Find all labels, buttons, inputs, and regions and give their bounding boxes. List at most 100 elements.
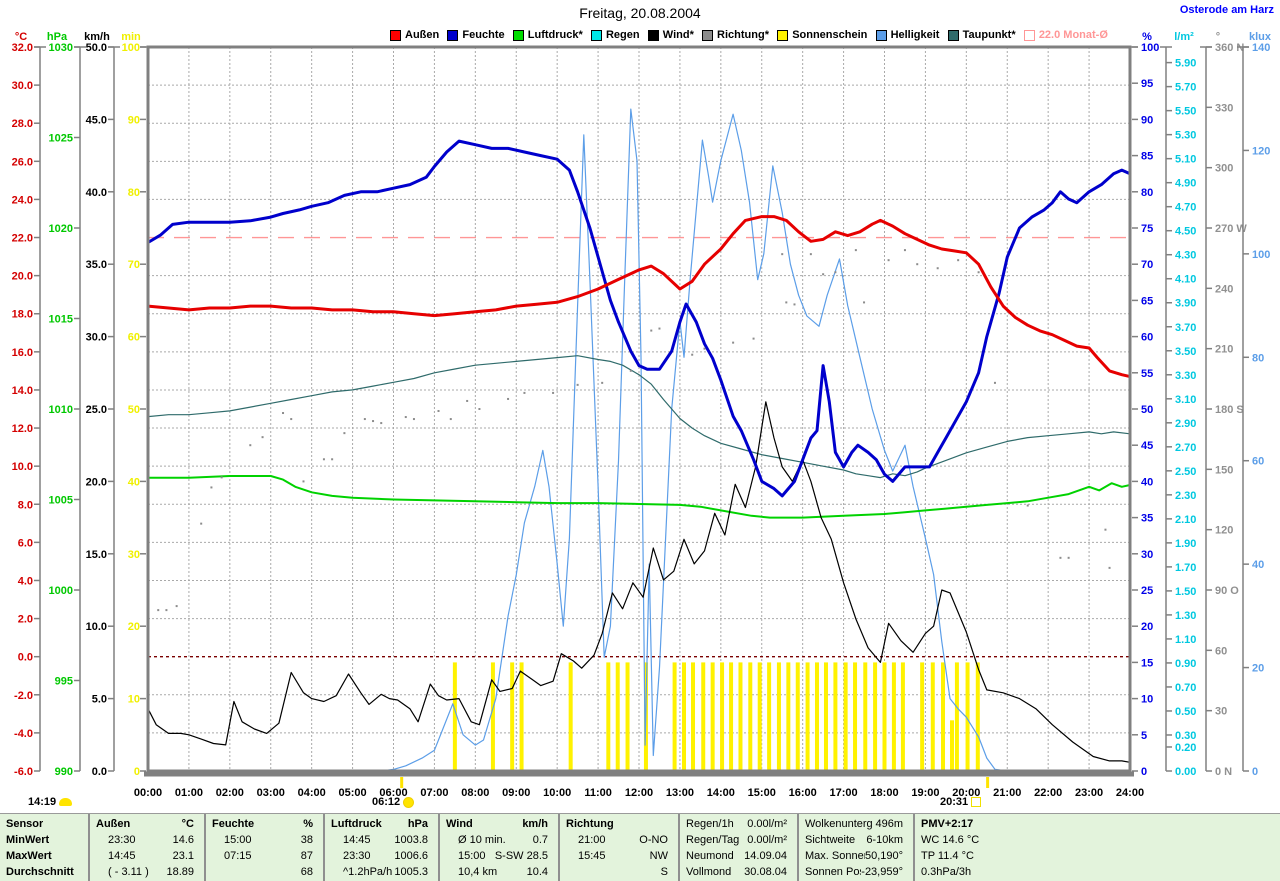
table-row: 15:00 S-SW 28.5 [440, 848, 558, 864]
svg-text:2.10: 2.10 [1175, 514, 1196, 526]
svg-text:100: 100 [122, 42, 140, 54]
svg-text:3.30: 3.30 [1175, 370, 1196, 382]
table-cell: 50,190° [864, 850, 903, 862]
svg-text:4.90: 4.90 [1175, 178, 1196, 190]
svg-text:20: 20 [1252, 663, 1264, 675]
table-cell: 10.4 [526, 866, 548, 878]
svg-text:06:00: 06:00 [379, 787, 407, 799]
svg-text:15.0: 15.0 [86, 549, 107, 561]
legend-label: Wind* [662, 29, 694, 41]
svg-text:2.30: 2.30 [1175, 490, 1196, 502]
svg-text:90: 90 [1141, 114, 1153, 126]
legend-swatch-icon [1023, 29, 1035, 41]
legend-label: Richtung* [717, 29, 769, 41]
svg-text:30: 30 [1215, 706, 1227, 718]
legend-item-feuchte: Feuchte [447, 29, 505, 41]
svg-text:min: min [121, 31, 141, 43]
table-row: Außen °C [90, 816, 204, 832]
axis-%: 1009590858075706560555045403530252015105… [1126, 31, 1159, 778]
svg-text:4.0: 4.0 [18, 575, 33, 587]
svg-text:4.30: 4.30 [1175, 250, 1196, 262]
svg-text:13:00: 13:00 [666, 787, 694, 799]
svg-text:l/m²: l/m² [1174, 31, 1194, 43]
svg-text:40.0: 40.0 [86, 187, 107, 199]
table-cell: -23,959° [861, 866, 903, 878]
svg-text:10: 10 [128, 694, 140, 706]
svg-text:80: 80 [128, 187, 140, 199]
table-cell: 23:30 [108, 834, 136, 846]
table-cell: O-NO [639, 834, 668, 846]
legend-item-regen: Regen [590, 29, 640, 41]
svg-text:0: 0 [134, 766, 140, 778]
svg-text:3.90: 3.90 [1175, 298, 1196, 310]
table-row: PMV+2:17 [915, 816, 1280, 832]
legend-swatch-icon [512, 29, 524, 41]
table-row: Vollmond 30.08.04 [680, 864, 797, 880]
table-row: ^1.2hPa/h 1005.3 [325, 864, 438, 880]
svg-text:240: 240 [1215, 283, 1233, 295]
svg-text:3.50: 3.50 [1175, 346, 1196, 358]
table-cell: Regen/1h [686, 818, 734, 830]
table-cell: Sonnen Pos [805, 866, 862, 878]
svg-text:23:00: 23:00 [1075, 787, 1103, 799]
table-cell: 68 [300, 866, 313, 878]
svg-text:50.0: 50.0 [86, 42, 107, 54]
table-row: Wind km/h [440, 816, 558, 832]
table-cell: Ø 10 min. [458, 834, 506, 846]
svg-text:30: 30 [128, 549, 140, 561]
svg-text:20.0: 20.0 [12, 271, 33, 283]
table-cell: 496m [875, 818, 903, 830]
svg-text:16.0: 16.0 [12, 347, 33, 359]
legend-item-wind-: Wind* [647, 29, 694, 41]
legend-swatch-icon [702, 29, 714, 41]
sunset-sun-icon [971, 797, 982, 807]
table-cell: 15:45 [578, 850, 606, 862]
svg-text:5.50: 5.50 [1175, 106, 1196, 118]
svg-text:5.90: 5.90 [1175, 58, 1196, 70]
weather-chart-svg: 32.0 30.0 28.0 26.0 24.0 22.0 20.0 18.0 16.0 14.0… [12, 31, 1272, 799]
svg-text:klux: klux [1249, 31, 1272, 43]
table-row: 68 [206, 864, 323, 880]
svg-text:1.70: 1.70 [1175, 562, 1196, 574]
table-cell: 0.00l/m² [747, 834, 787, 846]
svg-text:80: 80 [1252, 352, 1264, 364]
svg-text:1020: 1020 [49, 223, 73, 235]
table-column: Außen °C 23:30 14.6 14:45 23.1 ( - 3.11 ) 18.89 [88, 814, 204, 881]
table-row: Regen/1h 0.00l/m² [680, 816, 797, 832]
svg-text:85: 85 [1141, 151, 1153, 163]
svg-text:70: 70 [1141, 259, 1153, 271]
svg-text:0: 0 [1141, 766, 1147, 778]
svg-text:02:00: 02:00 [216, 787, 244, 799]
table-cell: % [303, 818, 313, 830]
svg-text:18:00: 18:00 [870, 787, 898, 799]
sunrise-marker: 06:12 [372, 796, 415, 808]
svg-text:0.00: 0.00 [1175, 766, 1196, 778]
table-column: PMV+2:17 WC 14.6 °C TP 11.4 °C 0.3hPa/3h [913, 814, 1280, 881]
table-row: Ø 10 min. 0.7 [440, 832, 558, 848]
table-cell: MaxWert [6, 850, 52, 862]
page-title: Freitag, 20.08.2004 [579, 5, 701, 21]
svg-text:2.70: 2.70 [1175, 442, 1196, 454]
svg-text:22.0: 22.0 [12, 233, 33, 245]
table-cell: Sensor [6, 818, 44, 830]
legend-label: Luftdruck* [527, 29, 583, 41]
svg-text:18.0: 18.0 [12, 309, 33, 321]
table-row: 23:30 1006.6 [325, 848, 438, 864]
svg-text:0.0: 0.0 [92, 766, 107, 778]
table-cell: °C [181, 818, 194, 830]
svg-text:6.0: 6.0 [18, 537, 33, 549]
table-cell: 6-10km [866, 834, 903, 846]
svg-text:5.30: 5.30 [1175, 130, 1196, 142]
svg-text:-2.0: -2.0 [14, 690, 33, 702]
svg-text:20: 20 [1141, 621, 1153, 633]
svg-text:35: 35 [1141, 513, 1153, 525]
svg-text:26.0: 26.0 [12, 156, 33, 168]
svg-text:1010: 1010 [49, 404, 73, 416]
svg-text:12:00: 12:00 [625, 787, 653, 799]
table-row: Regen/Tag 0.00l/m² [680, 832, 797, 848]
table-cell: Sichtweite [805, 834, 856, 846]
table-row: WC 14.6 °C [915, 832, 1280, 848]
svg-text:1030: 1030 [49, 42, 73, 54]
svg-text:5: 5 [1141, 730, 1147, 742]
svg-text:°: ° [1216, 31, 1220, 43]
